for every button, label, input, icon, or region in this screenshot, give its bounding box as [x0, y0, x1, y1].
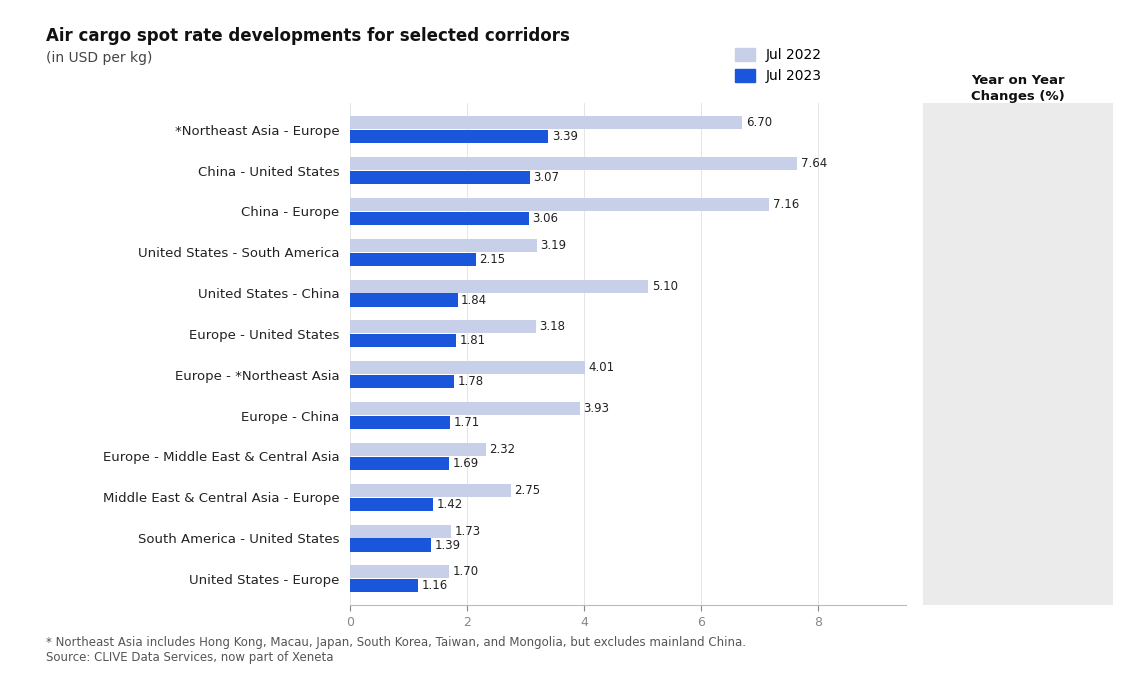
Bar [350, 361, 585, 374]
Text: -57%: -57% [998, 204, 1038, 219]
Bar [350, 566, 450, 579]
Text: 1.70: 1.70 [453, 566, 479, 579]
Bar [350, 198, 770, 211]
Text: 1.42: 1.42 [437, 497, 462, 510]
Text: 4.01: 4.01 [588, 361, 615, 374]
Text: 7.16: 7.16 [773, 198, 798, 211]
Bar [350, 484, 510, 497]
Bar [350, 457, 448, 470]
Bar [350, 171, 530, 184]
Text: 2.75: 2.75 [514, 484, 540, 497]
Text: 3.19: 3.19 [540, 239, 567, 252]
Text: 3.07: 3.07 [533, 171, 559, 184]
Bar [350, 497, 432, 510]
Bar [350, 416, 450, 429]
Bar [350, 375, 454, 388]
Bar [350, 524, 451, 537]
Text: 1.39: 1.39 [435, 539, 461, 552]
Text: -56%: -56% [998, 367, 1038, 383]
Text: -32%: -32% [998, 572, 1038, 586]
Bar [350, 443, 485, 456]
Text: 1.73: 1.73 [454, 525, 481, 537]
Text: 1.71: 1.71 [453, 416, 479, 429]
Text: 1.16: 1.16 [421, 579, 447, 592]
Text: 1.84: 1.84 [461, 294, 487, 307]
Text: 7.64: 7.64 [801, 157, 827, 170]
Text: 2.15: 2.15 [479, 252, 506, 266]
Bar [350, 402, 580, 415]
Text: 3.18: 3.18 [539, 321, 565, 334]
Text: 3.06: 3.06 [532, 212, 559, 225]
Bar [350, 130, 548, 143]
Bar [350, 321, 536, 334]
Text: -64%: -64% [998, 286, 1038, 301]
Text: 3.39: 3.39 [552, 130, 578, 143]
Bar [350, 334, 455, 347]
Text: 3.93: 3.93 [584, 402, 609, 415]
Bar [350, 252, 476, 266]
Text: Year on Year
Changes (%): Year on Year Changes (%) [972, 74, 1064, 103]
Bar [350, 539, 431, 552]
Text: 1.81: 1.81 [459, 334, 485, 347]
Text: -49%: -49% [998, 122, 1038, 137]
Text: * Northeast Asia includes Hong Kong, Macau, Japan, South Korea, Taiwan, and Mong: * Northeast Asia includes Hong Kong, Mac… [46, 636, 746, 664]
Text: Air cargo spot rate developments for selected corridors: Air cargo spot rate developments for sel… [46, 27, 570, 45]
Bar [350, 116, 742, 129]
Text: -27%: -27% [998, 449, 1038, 464]
Text: 5.10: 5.10 [651, 279, 678, 292]
Text: -56%: -56% [998, 408, 1038, 423]
Bar [350, 294, 458, 307]
Text: -32%: -32% [998, 245, 1038, 260]
Text: 1.69: 1.69 [452, 457, 478, 470]
Bar [350, 212, 529, 225]
Legend: Jul 2022, Jul 2023: Jul 2022, Jul 2023 [735, 48, 821, 83]
Bar [350, 157, 797, 170]
Bar [350, 279, 648, 292]
Text: 1.78: 1.78 [458, 375, 484, 388]
Text: (in USD per kg): (in USD per kg) [46, 52, 153, 65]
Bar [350, 579, 418, 592]
Text: 6.70: 6.70 [746, 116, 772, 129]
Text: -43%: -43% [998, 326, 1038, 341]
Text: 2.32: 2.32 [490, 443, 515, 456]
Text: -19%: -19% [998, 530, 1038, 546]
Text: -49%: -49% [998, 490, 1038, 505]
Bar [350, 239, 537, 252]
Text: -60%: -60% [998, 163, 1038, 178]
